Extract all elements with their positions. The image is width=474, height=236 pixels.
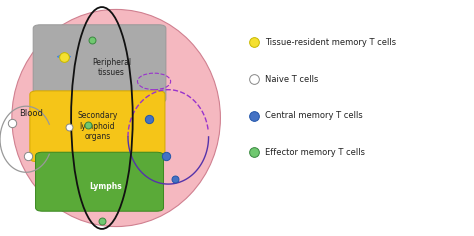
Text: Effector memory T cells: Effector memory T cells <box>265 148 365 157</box>
FancyBboxPatch shape <box>33 25 166 103</box>
Text: Lymphs: Lymphs <box>89 182 122 191</box>
FancyBboxPatch shape <box>30 91 165 162</box>
Text: Secondary
lymphoid
organs: Secondary lymphoid organs <box>77 111 118 141</box>
Text: Blood: Blood <box>19 109 43 118</box>
FancyBboxPatch shape <box>36 152 164 211</box>
Text: Tissue-resident memory T cells: Tissue-resident memory T cells <box>265 38 397 47</box>
Text: Naive T cells: Naive T cells <box>265 75 319 84</box>
Text: Peripheral
tissues: Peripheral tissues <box>92 58 131 77</box>
Ellipse shape <box>12 9 220 227</box>
Text: Central memory T cells: Central memory T cells <box>265 111 363 120</box>
